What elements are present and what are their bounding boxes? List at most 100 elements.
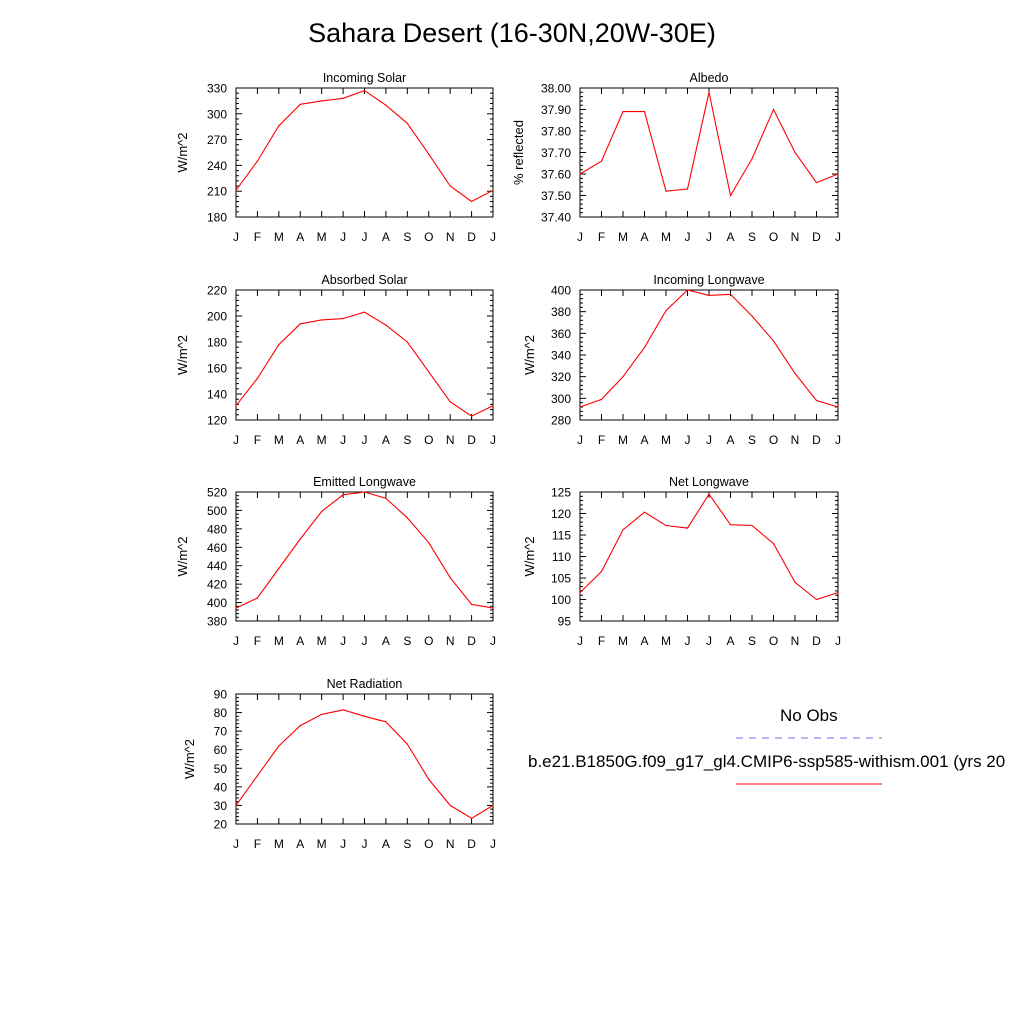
chart2-xtick-label: J <box>706 230 712 244</box>
chart2-xtick-label: J <box>835 230 841 244</box>
chart2-point <box>579 173 581 175</box>
chart6-xtick-label: A <box>726 634 734 648</box>
chart3-ytick-label: 220 <box>207 284 227 298</box>
chart5-point <box>256 597 259 599</box>
chart4-point <box>794 372 796 375</box>
chart1-ytick-label: 270 <box>207 133 227 147</box>
chart5-ytick-label: 420 <box>207 578 227 592</box>
chart6-point <box>600 570 603 573</box>
chart6-xtick-label: J <box>685 634 691 648</box>
chart7-point <box>406 743 408 745</box>
chart3-frame <box>235 289 494 421</box>
chart1-point <box>278 125 280 127</box>
chart2-ytick-label: 37.90 <box>541 103 571 117</box>
chart4-ytick-label: 400 <box>551 284 571 298</box>
chart3-point <box>385 324 387 326</box>
chart2-point <box>622 111 624 113</box>
chart2-point <box>729 194 732 197</box>
chart3-xtick-label: F <box>254 433 261 447</box>
chart3-point <box>342 318 344 320</box>
chart2-point <box>665 190 667 192</box>
chart1-ytick-label: 300 <box>207 107 227 121</box>
chart1-xtick-label: M <box>274 230 284 244</box>
chart6-xtick-label: J <box>577 634 583 648</box>
chart6-ytick-label: 95 <box>558 615 572 629</box>
chart6-ytick-label: 125 <box>551 486 571 500</box>
chart4-point <box>579 406 581 408</box>
chart2-xtick-label: J <box>577 230 583 244</box>
chart6-xtick-label: O <box>769 634 778 648</box>
chart5-xtick-label: A <box>296 634 304 648</box>
chart6-point <box>579 592 581 594</box>
chart3-point <box>299 323 301 325</box>
chart2-ytick-label: 38.00 <box>541 82 571 96</box>
chart7-ytick-label: 70 <box>214 725 228 739</box>
chart4-ytick-label: 380 <box>551 305 571 319</box>
chart7-xtick-label: M <box>274 837 284 851</box>
chart5-ytick-label: 480 <box>207 522 227 536</box>
chart1-point <box>235 189 237 191</box>
chart1-frame <box>235 87 494 218</box>
chart7-ytick-label: 90 <box>214 688 228 702</box>
chart1-xtick-label: J <box>362 230 368 244</box>
chart2-point <box>772 108 775 111</box>
chart7-xtick-label: S <box>403 837 411 851</box>
chart5-ytick-label: 500 <box>207 504 227 518</box>
chart2-point <box>751 158 753 160</box>
chart6-xtick-label: A <box>640 634 648 648</box>
chart1-point <box>428 153 430 155</box>
chart7-xtick-label: O <box>424 837 433 851</box>
chart4-series-line <box>579 289 839 408</box>
chart5-xtick-label: S <box>403 634 411 648</box>
chart3-title: Absorbed Solar <box>321 273 407 287</box>
chart7-point <box>256 775 259 777</box>
chart7-ytick-label: 40 <box>214 780 228 794</box>
chart2-xtick-label: A <box>726 230 734 244</box>
chart1-series-line <box>235 89 494 203</box>
chart4-xtick-label: A <box>640 433 648 447</box>
chart1-ytick-label: 180 <box>207 211 227 225</box>
chart5-title: Emitted Longwave <box>313 475 416 489</box>
chart1-point <box>363 89 366 92</box>
chart4-xtick-label: D <box>812 433 821 447</box>
chart5-point <box>406 517 408 519</box>
chart7-point <box>363 715 366 717</box>
chart1-xtick-label: A <box>296 230 304 244</box>
chart7-xtick-label: D <box>467 837 476 851</box>
chart1-xtick-label: J <box>340 230 346 244</box>
chart6-xtick-label: D <box>812 634 821 648</box>
chart5-point <box>449 577 451 579</box>
chart2-title: Albedo <box>690 71 729 85</box>
chart6-point <box>772 543 775 545</box>
chart2-xtick-label: J <box>685 230 691 244</box>
chart5-xtick-label: M <box>317 634 327 648</box>
chart4-xtick-label: J <box>706 433 712 447</box>
chart7-point <box>449 804 451 807</box>
chart5-xtick-label: J <box>233 634 239 648</box>
chart6-point <box>815 598 818 601</box>
chart6-point <box>643 511 646 513</box>
chart6-xtick-label: J <box>706 634 712 648</box>
chart7-frame <box>235 693 494 825</box>
chart2-xtick-label: M <box>661 230 671 244</box>
chart6-title: Net Longwave <box>669 475 749 489</box>
chart5-frame <box>235 491 494 622</box>
chart7-xtick-label: M <box>317 837 327 851</box>
chart7-xtick-label: F <box>254 837 261 851</box>
chart2-series-line <box>579 92 839 198</box>
chart2-xtick-label: F <box>598 230 605 244</box>
chart5-xtick-label: J <box>490 634 496 648</box>
chart4-ytick-label: 340 <box>551 349 571 363</box>
chart7-point <box>321 713 323 716</box>
chart5-point <box>235 607 237 609</box>
chart3-xtick-label: M <box>274 433 284 447</box>
chart3-xtick-label: J <box>362 433 368 447</box>
chart7-xtick-label: N <box>446 837 455 851</box>
chart6-ytick-label: 100 <box>551 593 571 607</box>
chart4-title: Incoming Longwave <box>653 273 764 287</box>
chart2-ylabel: % reflected <box>511 120 526 185</box>
chart4-xtick-label: J <box>685 433 691 447</box>
chart6-point <box>751 524 753 527</box>
chart5-point <box>342 494 344 496</box>
chart2-frame <box>579 87 839 218</box>
